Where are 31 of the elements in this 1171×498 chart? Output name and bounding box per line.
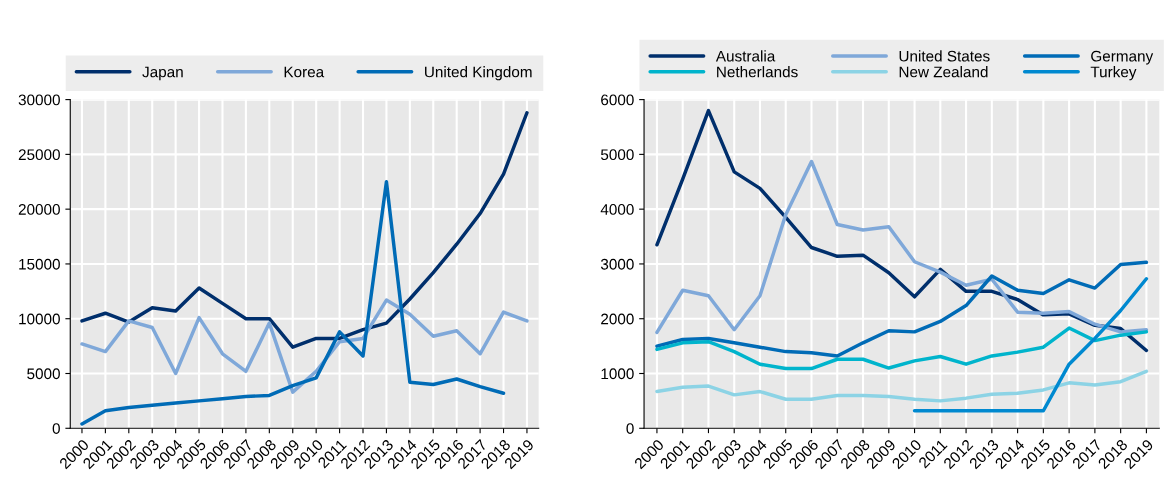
line-series	[80, 111, 529, 349]
legend-label: New Zealand	[899, 66, 988, 78]
line-series	[80, 298, 529, 394]
y-tick-label: 25000	[18, 149, 60, 161]
legend-label: United Kingdom	[425, 66, 532, 81]
legend-label: Netherlands	[717, 66, 798, 78]
line-series	[655, 159, 1149, 335]
y-tick-label: 1000	[601, 368, 634, 380]
y-tick-label: 0	[52, 423, 60, 434]
y-tick-label: 20000	[18, 204, 60, 215]
line-series	[655, 260, 1149, 358]
y-tick-label: 10000	[19, 313, 60, 325]
legend-label: Korea	[284, 66, 325, 78]
y-tick-label: 30000	[18, 94, 60, 106]
y-tick-label: 6000	[601, 94, 634, 106]
y-tick-label: 4000	[600, 204, 634, 215]
line-series	[912, 276, 1149, 413]
line-series	[80, 180, 506, 426]
y-tick-label: 2000	[601, 313, 634, 325]
legend-label: Germany	[1091, 50, 1154, 65]
legend-label: Australia	[715, 50, 776, 62]
line-series	[655, 369, 1149, 403]
legend-label: Turkey	[1090, 66, 1137, 81]
line-series	[655, 326, 1149, 371]
y-tick-label: 5000	[600, 149, 634, 161]
y-tick-label: 5000	[27, 368, 60, 380]
y-tick-label: 3000	[600, 258, 634, 270]
legend-label: Japan	[142, 66, 183, 81]
y-tick-label: 15000	[19, 258, 60, 270]
y-tick-label: 0	[626, 423, 634, 434]
legend-label: United States	[899, 50, 990, 62]
